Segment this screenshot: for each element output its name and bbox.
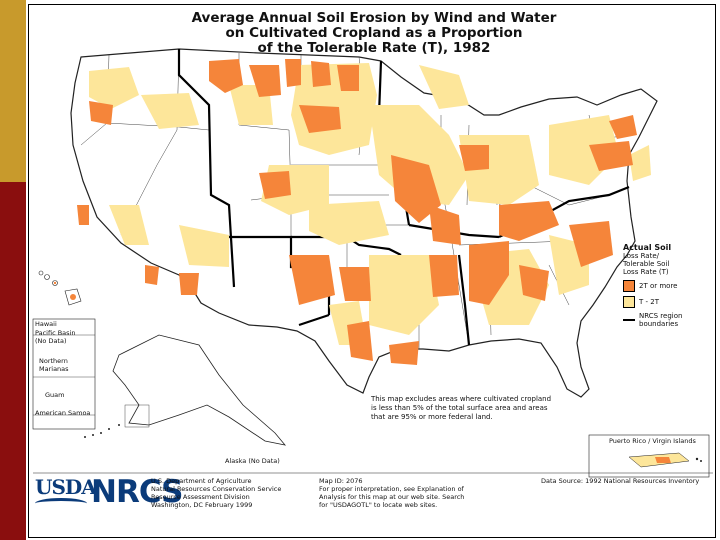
- map-title: Average Annual Soil Erosion by Wind and …: [179, 11, 569, 56]
- map-id-line-2: For proper interpretation, see Explanati…: [319, 485, 464, 493]
- map-frame: Average Annual Soil Erosion by Wind and …: [28, 4, 716, 538]
- alaska-shape: [112, 334, 287, 446]
- label-pacific-basin: Pacific Basin: [35, 329, 76, 337]
- label-alaska: Alaska (No Data): [225, 457, 280, 465]
- map-legend: Actual Soil Loss Rate/ Tolerable Soil Lo…: [623, 243, 713, 328]
- exclusion-note: This map excludes areas where cultivated…: [371, 395, 552, 421]
- map-id-line-3: Analysis for this map at our web site. S…: [319, 493, 465, 501]
- accent-bar-red: [0, 182, 26, 540]
- title-line-2: on Cultivated Cropland as a Proportion: [225, 25, 523, 41]
- legend-sub-2: Tolerable Soil: [623, 260, 670, 268]
- label-northern: Northern: [39, 357, 68, 365]
- map-id-line-4: for "USDAGOTL" to locate web sites.: [319, 501, 438, 509]
- legend-sub-1: Loss Rate/: [623, 252, 659, 260]
- legend-swatch-high: [623, 280, 635, 292]
- agency-line-3: Resource Assessment Division: [151, 493, 250, 501]
- label-guam: Guam: [45, 391, 65, 399]
- accent-bar-gold: [0, 0, 26, 182]
- hawaii-inset: [32, 318, 96, 430]
- title-line-3: of the Tolerable Rate (T), 1982: [257, 40, 491, 56]
- label-puerto-rico: Puerto Rico / Virgin Islands: [609, 437, 696, 445]
- usda-logo: USDA: [35, 475, 97, 499]
- legend-label-boundary: NRCS region boundaries: [639, 312, 683, 328]
- label-no-data: (No Data): [35, 337, 67, 345]
- usda-swoosh-icon: [35, 498, 87, 509]
- nrcs-logo: NRCS: [91, 474, 183, 510]
- map-id-credit: Map ID: 2076 For proper interpretation, …: [319, 477, 464, 509]
- legend-sub-3: Loss Rate (T): [623, 268, 669, 276]
- agency-line-4: Washington, DC February 1999: [151, 501, 253, 509]
- map-id-line-1: Map ID: 2076: [319, 477, 363, 485]
- agency-credit: U.S. Department of Agriculture Natural R…: [151, 477, 281, 509]
- title-line-1: Average Annual Soil Erosion by Wind and …: [191, 10, 557, 26]
- legend-label-moderate: T - 2T: [639, 298, 659, 306]
- legend-swatch-moderate: [623, 296, 635, 308]
- high-erosion-areas: [77, 59, 637, 365]
- agency-line-1: U.S. Department of Agriculture: [151, 477, 252, 485]
- legend-item-moderate: T - 2T: [623, 296, 713, 308]
- label-hawaii: Hawaii: [35, 320, 57, 328]
- label-marianas: Marianas: [39, 365, 69, 373]
- agency-line-2: Natural Resources Conservation Service: [151, 485, 282, 493]
- legend-label-high: 2T or more: [639, 282, 678, 290]
- puerto-rico-inset: [588, 434, 710, 478]
- legend-item-high: 2T or more: [623, 280, 713, 292]
- us-map: [32, 48, 713, 478]
- data-source: Data Source: 1992 National Resources Inv…: [541, 477, 700, 485]
- legend-heading: Actual Soil: [623, 243, 672, 252]
- label-american-samoa: American Samoa: [35, 409, 91, 417]
- legend-item-boundary: NRCS region boundaries: [623, 312, 713, 328]
- legend-swatch-boundary: [623, 319, 635, 321]
